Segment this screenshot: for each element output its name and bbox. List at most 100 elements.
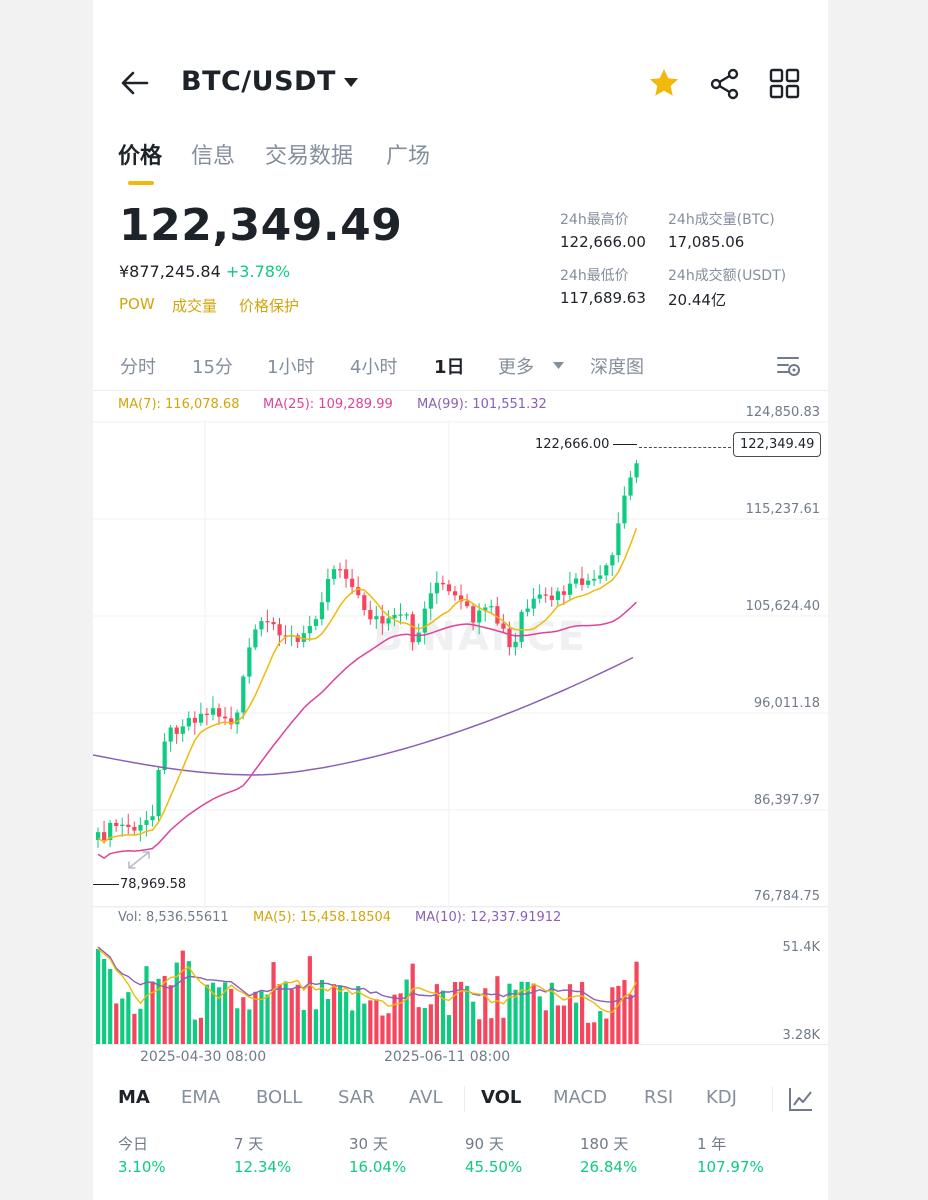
perf-value: 45.50%	[465, 1158, 523, 1176]
current-price-line	[639, 447, 731, 448]
volume-bar	[192, 1019, 197, 1044]
volume-bar	[295, 984, 300, 1044]
indicator-ema[interactable]: EMA	[181, 1087, 221, 1108]
share-icon[interactable]	[709, 68, 741, 100]
candle	[313, 619, 318, 626]
volume-bar	[259, 991, 264, 1044]
candle	[392, 614, 397, 619]
candle	[513, 641, 518, 648]
interval-1h[interactable]: 1小时	[267, 357, 315, 378]
candle	[144, 820, 149, 825]
pair-title[interactable]: BTC/USDT	[181, 66, 336, 97]
candle	[132, 826, 137, 831]
candle	[368, 609, 373, 620]
candle	[416, 632, 421, 643]
volume-bar	[162, 975, 167, 1044]
volume-bar	[313, 1009, 318, 1044]
grid-icon[interactable]	[769, 68, 801, 100]
tag-volume[interactable]: 成交量	[172, 297, 218, 315]
volume-bar	[592, 1022, 597, 1044]
indicator-avl[interactable]: AVL	[409, 1087, 443, 1108]
volume-bar	[446, 1015, 452, 1044]
interval-4h[interactable]: 4小时	[350, 357, 398, 378]
indicator-macd[interactable]: MACD	[553, 1087, 607, 1108]
indicator-chart-icon[interactable]	[787, 1085, 815, 1113]
perf-label: 90 天	[465, 1135, 504, 1153]
expand-icon[interactable]	[128, 851, 150, 869]
candle	[598, 575, 603, 579]
candle	[186, 717, 191, 727]
indicator-sar[interactable]: SAR	[338, 1087, 375, 1108]
candle	[362, 595, 367, 610]
volume-bar	[156, 978, 161, 1044]
stat-vol-usdt-value: 20.44亿	[668, 291, 726, 309]
tab-price[interactable]: 价格	[118, 144, 163, 169]
low-marker-line	[93, 884, 119, 885]
volume-bar	[386, 1013, 391, 1044]
volume-bar	[634, 961, 639, 1044]
volume-bar	[289, 989, 294, 1044]
candle	[616, 523, 621, 556]
candle	[410, 614, 415, 643]
candle	[434, 582, 439, 594]
vol-ma10-legend: MA(10): 12,337.91912	[415, 910, 562, 925]
arrow-left-icon[interactable]	[119, 68, 151, 98]
volume-bar	[561, 1005, 567, 1044]
volume-bar	[362, 1003, 367, 1044]
volume-bar	[531, 983, 536, 1044]
volume-bar	[404, 979, 409, 1044]
candle	[325, 578, 331, 603]
indicator-ma[interactable]: MA	[118, 1087, 150, 1108]
volume-bar	[380, 1015, 385, 1044]
volume-bar	[422, 1008, 427, 1044]
tag-price-protection[interactable]: 价格保护	[239, 297, 300, 315]
star-icon[interactable]	[648, 67, 680, 99]
candle	[604, 565, 609, 576]
volume-bar	[265, 994, 270, 1044]
volume-bar	[319, 979, 325, 1044]
volume-bar	[543, 1010, 548, 1044]
indicator-rsi[interactable]: RSI	[644, 1087, 674, 1108]
divider	[93, 390, 828, 391]
tab-trade-data[interactable]: 交易数据	[265, 144, 354, 169]
high-marker-line	[613, 444, 637, 445]
caret-down-icon[interactable]	[343, 77, 359, 89]
candle	[180, 726, 185, 734]
caret-down-icon[interactable]	[552, 361, 565, 371]
chart-settings-icon[interactable]	[776, 354, 802, 378]
volume-bar	[283, 981, 288, 1044]
candle	[319, 602, 325, 620]
volume-chart[interactable]	[93, 930, 828, 1045]
candle	[501, 623, 506, 629]
candle	[162, 741, 167, 771]
candle	[331, 569, 337, 579]
candlestick-chart[interactable]: BINANCE	[93, 420, 828, 910]
candle	[622, 495, 627, 524]
change-percent: +3.78%	[225, 262, 291, 281]
interval-more[interactable]: 更多	[498, 357, 534, 378]
candle	[253, 629, 258, 648]
indicator-vol[interactable]: VOL	[481, 1087, 522, 1108]
chart-grid	[93, 420, 828, 910]
perf-value: 12.34%	[234, 1158, 292, 1176]
interval-1d[interactable]: 1日	[434, 357, 465, 378]
volume-bar	[277, 984, 282, 1044]
candle	[174, 727, 179, 734]
perf-value: 16.04%	[349, 1158, 407, 1176]
indicator-kdj[interactable]: KDJ	[706, 1087, 737, 1108]
interval-time[interactable]: 分时	[120, 357, 156, 378]
interval-15m[interactable]: 15分	[192, 357, 233, 378]
perf-value: 107.97%	[697, 1158, 764, 1176]
tag-pow[interactable]: POW	[119, 295, 155, 313]
tab-info[interactable]: 信息	[191, 144, 236, 169]
candle	[277, 624, 282, 636]
volume-bar	[174, 962, 179, 1044]
candle	[398, 614, 403, 616]
volume-bar	[96, 949, 101, 1044]
candle	[507, 628, 512, 648]
stat-vol-btc-label: 24h成交量(BTC)	[668, 212, 775, 228]
interval-depth[interactable]: 深度图	[590, 357, 644, 378]
tab-square[interactable]: 广场	[386, 144, 431, 169]
indicator-boll[interactable]: BOLL	[256, 1087, 303, 1108]
vol-y-tick: 3.28K	[782, 1028, 820, 1043]
